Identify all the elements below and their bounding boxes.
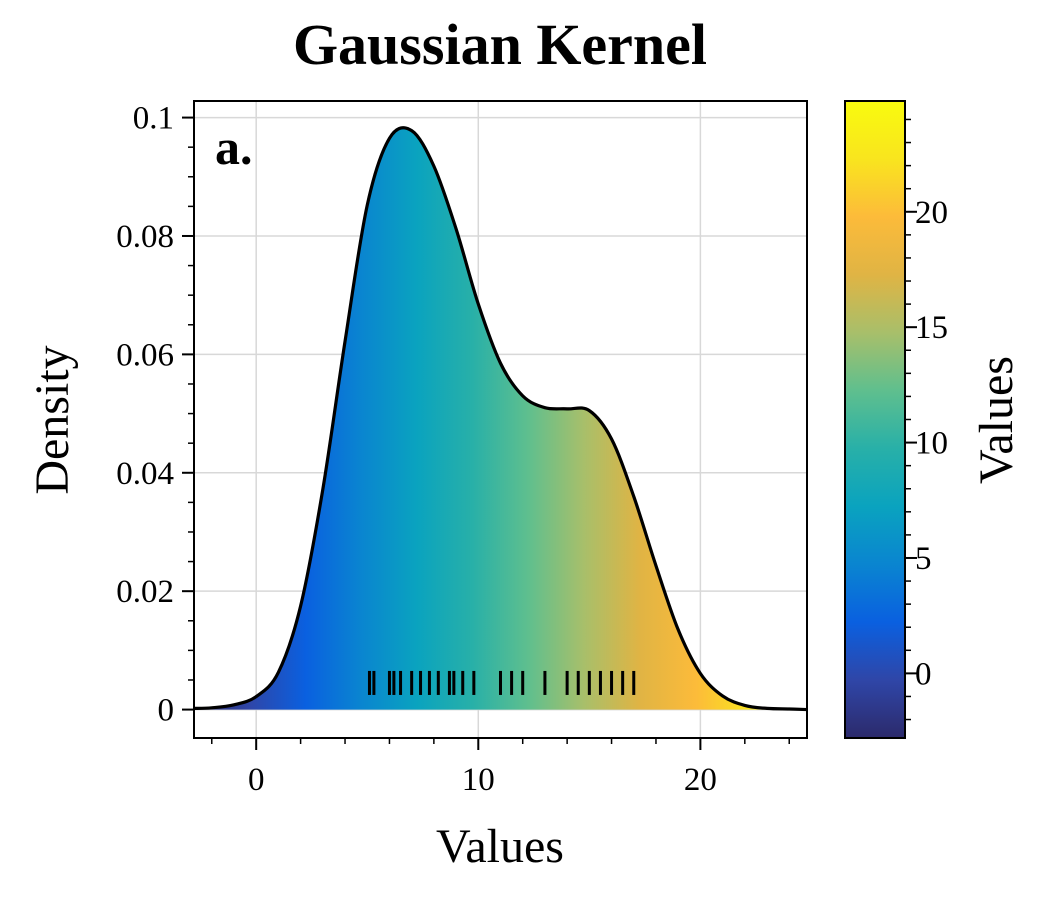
- chart-title: Gaussian Kernel: [293, 12, 707, 77]
- y-axis-label: Density: [26, 345, 79, 494]
- colorbar-label: Values: [970, 356, 1023, 484]
- colorbar-tick-label: 15: [915, 310, 948, 346]
- x-axis-label: Values: [436, 820, 564, 873]
- colorbar: 0 5 10 15 20 Values: [844, 100, 1023, 739]
- x-tick-label: 0: [248, 762, 265, 798]
- density-fill-layer: [194, 126, 807, 712]
- colorbar-tick-label: 5: [915, 541, 932, 577]
- y-tick-label: 0.08: [116, 219, 174, 255]
- colorbar-ticks: 0 5 10 15 20: [905, 118, 948, 721]
- x-axis-ticks: 0 10 20: [211, 738, 790, 798]
- density-curve: [194, 126, 807, 712]
- y-tick-label: 0.06: [116, 337, 174, 373]
- y-tick-label: 0.1: [133, 101, 174, 137]
- colorbar-tick-label: 20: [915, 195, 948, 231]
- panel-label: a.: [215, 119, 253, 175]
- colorbar-gradient: [844, 100, 906, 739]
- y-tick-label: 0: [158, 693, 175, 729]
- x-tick-label: 20: [684, 762, 717, 798]
- colorbar-tick-label: 0: [915, 656, 932, 692]
- plot-frame: [193, 100, 808, 739]
- y-tick-label: 0.02: [116, 574, 174, 610]
- density-fill: [194, 127, 807, 710]
- y-tick-label: 0.04: [116, 456, 174, 492]
- plot-area: 0 10 20 0 0.02 0.04 0.06 0.08 0.1 a.: [116, 100, 808, 798]
- x-tick-label: 10: [462, 762, 495, 798]
- y-axis-ticks: 0 0.02 0.04 0.06 0.08 0.1: [116, 101, 194, 729]
- rug-marks: [367, 670, 636, 695]
- colorbar-tick-label: 10: [915, 426, 948, 462]
